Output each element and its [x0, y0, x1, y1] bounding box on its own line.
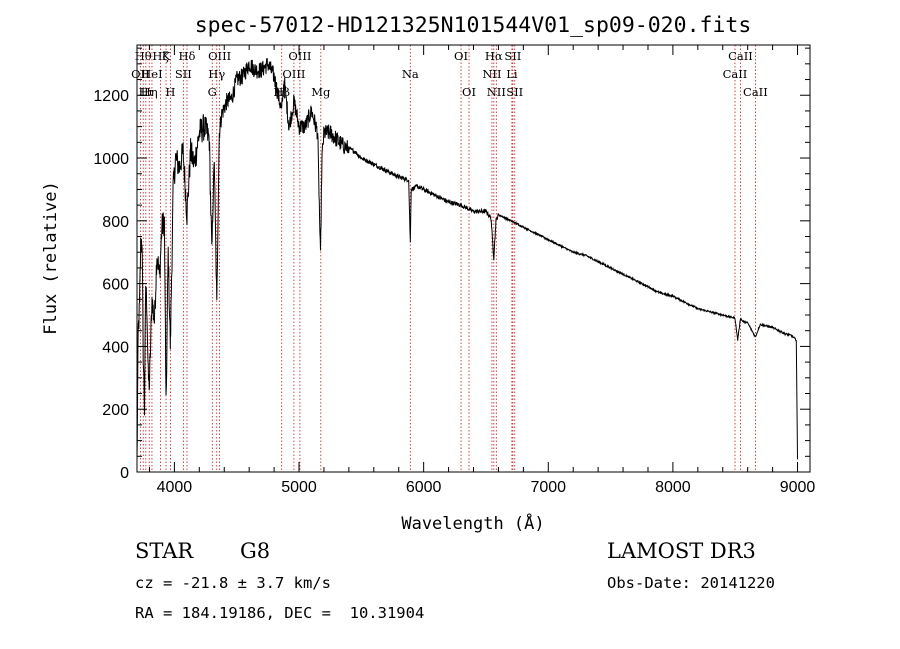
spectral-line-label: NII [482, 67, 501, 81]
redshift-velocity: cz = -21.8 ± 3.7 km/s [135, 574, 331, 592]
spectral-line-label: OI [462, 85, 476, 99]
x-tick-label: 9000 [780, 479, 816, 496]
spectral-line-label: OIII [282, 67, 305, 81]
observation-date: Obs-Date: 20141220 [607, 574, 775, 592]
line-labels: OIIHθHιHηHeIHζKHSIIHδGHγOIIIHβOIIIOIIIMg… [131, 49, 768, 99]
axis-ticks: 4000 5000 6000 7000 8000 9000 0 200 400 600 800 100… [93, 45, 815, 496]
spectral-line-label: OIII [288, 49, 311, 63]
coordinates: RA = 184.19186, DEC = 10.31904 [135, 604, 425, 622]
spectral-line-label: CaII [728, 49, 753, 63]
spectral-line-label: Hγ [208, 67, 225, 81]
y-tick-label: 1000 [93, 151, 129, 168]
y-tick-label: 0 [120, 465, 129, 482]
plot-frame [136, 44, 811, 473]
spectral-line-label: OIII [208, 49, 231, 63]
spectral-line-label: SII [175, 67, 192, 81]
spectral-line-label: CaII [723, 67, 748, 81]
spectral-line-label: CaII [743, 85, 768, 99]
spectral-line-label: Hδ [178, 49, 195, 63]
spectral-line-label: SII [504, 49, 521, 63]
object-class: STAR [135, 539, 194, 563]
spectrum-line [136, 58, 798, 462]
x-tick-label: 5000 [281, 479, 317, 496]
y-tick-label: 800 [102, 214, 129, 231]
spectral-line-label: Li [506, 67, 518, 81]
subclass: G8 [240, 539, 271, 563]
y-axis-label: Flux (relative) [41, 181, 61, 335]
y-tick-label: 600 [102, 277, 129, 294]
spectral-line-label: NII [487, 85, 506, 99]
spectral-line-label: Hζ [152, 49, 168, 63]
spectral-line-label: H [165, 85, 175, 99]
spectrum-series-layer [136, 58, 798, 462]
spectral-line-markers [139, 45, 756, 472]
y-tick-label: 400 [102, 339, 129, 356]
spectral-line-label: G [208, 85, 217, 99]
x-tick-label: 7000 [530, 479, 566, 496]
spectral-line-label: Na [402, 67, 419, 81]
survey-name: LAMOST DR3 [607, 539, 756, 563]
x-tick-label: 4000 [157, 479, 193, 496]
spectral-line-label: Hα [485, 49, 503, 63]
spectral-line-label: HeI [141, 67, 162, 81]
spectral-line-label: Hη [141, 85, 158, 99]
x-tick-label: 8000 [655, 479, 691, 496]
x-tick-label: 6000 [406, 479, 442, 496]
spectral-line-label: Hβ [273, 85, 290, 99]
spectral-line-label: OII [131, 67, 150, 81]
y-tick-label: 1200 [93, 88, 129, 105]
spectral-line-label: Mg [311, 85, 331, 99]
spectral-line-label: SII [506, 85, 523, 99]
spectral-line-label: OI [454, 49, 468, 63]
spectral-line-label: K [162, 49, 171, 63]
x-axis-label: Wavelength (Å) [401, 512, 544, 534]
chart-title: spec-57012-HD121325N101544V01_sp09-020.f… [195, 13, 752, 38]
spectral-line-label: Hθ [135, 49, 152, 63]
y-tick-label: 200 [102, 402, 129, 419]
spectral-line-label: Hι [139, 85, 154, 99]
